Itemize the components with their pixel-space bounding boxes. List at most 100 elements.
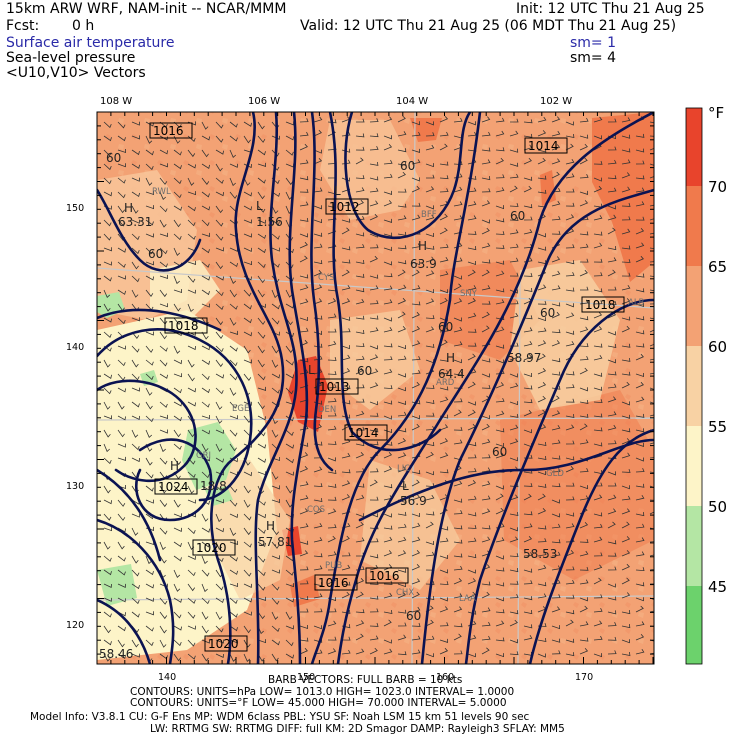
wind-barb — [103, 303, 111, 312]
wind-barb — [229, 373, 238, 381]
wind-barb — [369, 118, 379, 123]
field-pressure: Sea-level pressure — [6, 50, 136, 66]
wind-barb — [383, 326, 393, 333]
wind-barb — [551, 311, 560, 319]
latitude-label: 42 N — [657, 211, 679, 222]
wind-barb — [257, 359, 265, 368]
wind-barb — [201, 205, 210, 211]
wind-barb — [299, 284, 309, 291]
wind-barb — [565, 566, 575, 571]
wind-barb — [229, 317, 237, 326]
wind-barb — [635, 597, 644, 602]
wind-barb — [621, 117, 631, 123]
wind-barb — [397, 483, 407, 488]
wind-barb — [299, 647, 308, 655]
wind-barb — [173, 387, 182, 394]
wind-barb — [523, 536, 533, 543]
wind-barb — [635, 634, 645, 641]
wind-barb — [411, 185, 420, 193]
wind-barb — [579, 316, 589, 321]
wind-barb — [103, 331, 112, 338]
wind-barb — [425, 619, 434, 627]
wind-barb — [383, 466, 393, 473]
wind-barb — [509, 619, 518, 627]
wind-barb — [481, 147, 491, 152]
wind-barb — [607, 424, 617, 431]
wind-barb — [411, 381, 420, 389]
wind-barb — [411, 177, 420, 182]
wind-barb — [173, 569, 181, 578]
wind-barb — [383, 317, 392, 322]
wind-barb — [635, 551, 645, 557]
wind-barb — [103, 513, 112, 521]
wind-barb — [313, 582, 323, 587]
wind-barb — [635, 303, 644, 308]
wind-barb — [285, 149, 294, 156]
wind-barb — [495, 260, 505, 265]
wind-barb — [313, 158, 323, 165]
wind-barb — [271, 639, 280, 646]
wind-barb — [285, 359, 294, 366]
wind-barb — [579, 621, 589, 627]
wind-barb — [565, 398, 575, 403]
wind-barb — [635, 582, 645, 587]
wind-barb — [243, 611, 252, 616]
wind-barb — [313, 355, 323, 361]
temperature-label: 60 — [357, 364, 372, 378]
wind-barb — [159, 191, 167, 200]
wind-barb — [607, 583, 616, 588]
wind-barb — [579, 538, 589, 543]
wind-barb — [229, 345, 238, 352]
wind-barb — [635, 428, 645, 433]
wind-barb — [411, 536, 421, 543]
wind-barb — [201, 401, 210, 408]
wind-barb — [383, 592, 393, 599]
wind-barb — [607, 159, 617, 165]
pressure-label: 1014 — [528, 139, 559, 153]
wind-barb — [369, 622, 379, 627]
wind-barb — [649, 442, 654, 445]
wind-barb — [579, 258, 589, 263]
wind-barb — [285, 639, 294, 647]
wind-barb — [257, 149, 266, 156]
wind-barb — [271, 247, 280, 252]
wind-barb — [495, 410, 505, 417]
wind-barb — [257, 499, 266, 506]
wind-barb — [173, 653, 182, 662]
wind-barb — [397, 269, 406, 277]
wind-barb — [271, 261, 280, 268]
wind-barb — [565, 330, 575, 335]
wind-barb — [621, 485, 630, 490]
wind-barb — [257, 205, 266, 213]
wind-barb — [356, 118, 365, 123]
wind-barb — [257, 162, 267, 167]
station-label: GLD — [546, 469, 564, 479]
wind-barb — [621, 577, 630, 585]
colorbar-swatch — [686, 266, 702, 346]
wind-barb — [313, 537, 323, 543]
wind-barb — [579, 343, 589, 348]
wind-barb — [551, 539, 561, 544]
wind-barb — [327, 636, 337, 641]
station-label: BFF — [421, 210, 437, 220]
wind-barb — [271, 219, 280, 226]
wind-barb — [271, 597, 280, 605]
center-value: 63.9 — [410, 257, 437, 271]
wind-barb — [607, 494, 617, 501]
wind-barb — [411, 131, 421, 137]
wind-barb — [537, 157, 546, 165]
field-temperature: Surface air temperature — [6, 35, 175, 51]
wind-barb — [257, 443, 266, 449]
wind-barb — [607, 257, 617, 263]
wind-barb — [565, 496, 575, 501]
wind-barb — [593, 442, 603, 447]
wind-barb — [131, 317, 140, 322]
wind-barb — [565, 340, 575, 347]
low-center-marker: L — [402, 479, 409, 493]
wind-barb — [229, 555, 238, 562]
wind-barb — [229, 330, 239, 335]
wind-barb — [327, 535, 336, 543]
wind-barb — [495, 620, 505, 627]
wind-barb — [481, 325, 490, 333]
wind-barb — [341, 494, 351, 501]
